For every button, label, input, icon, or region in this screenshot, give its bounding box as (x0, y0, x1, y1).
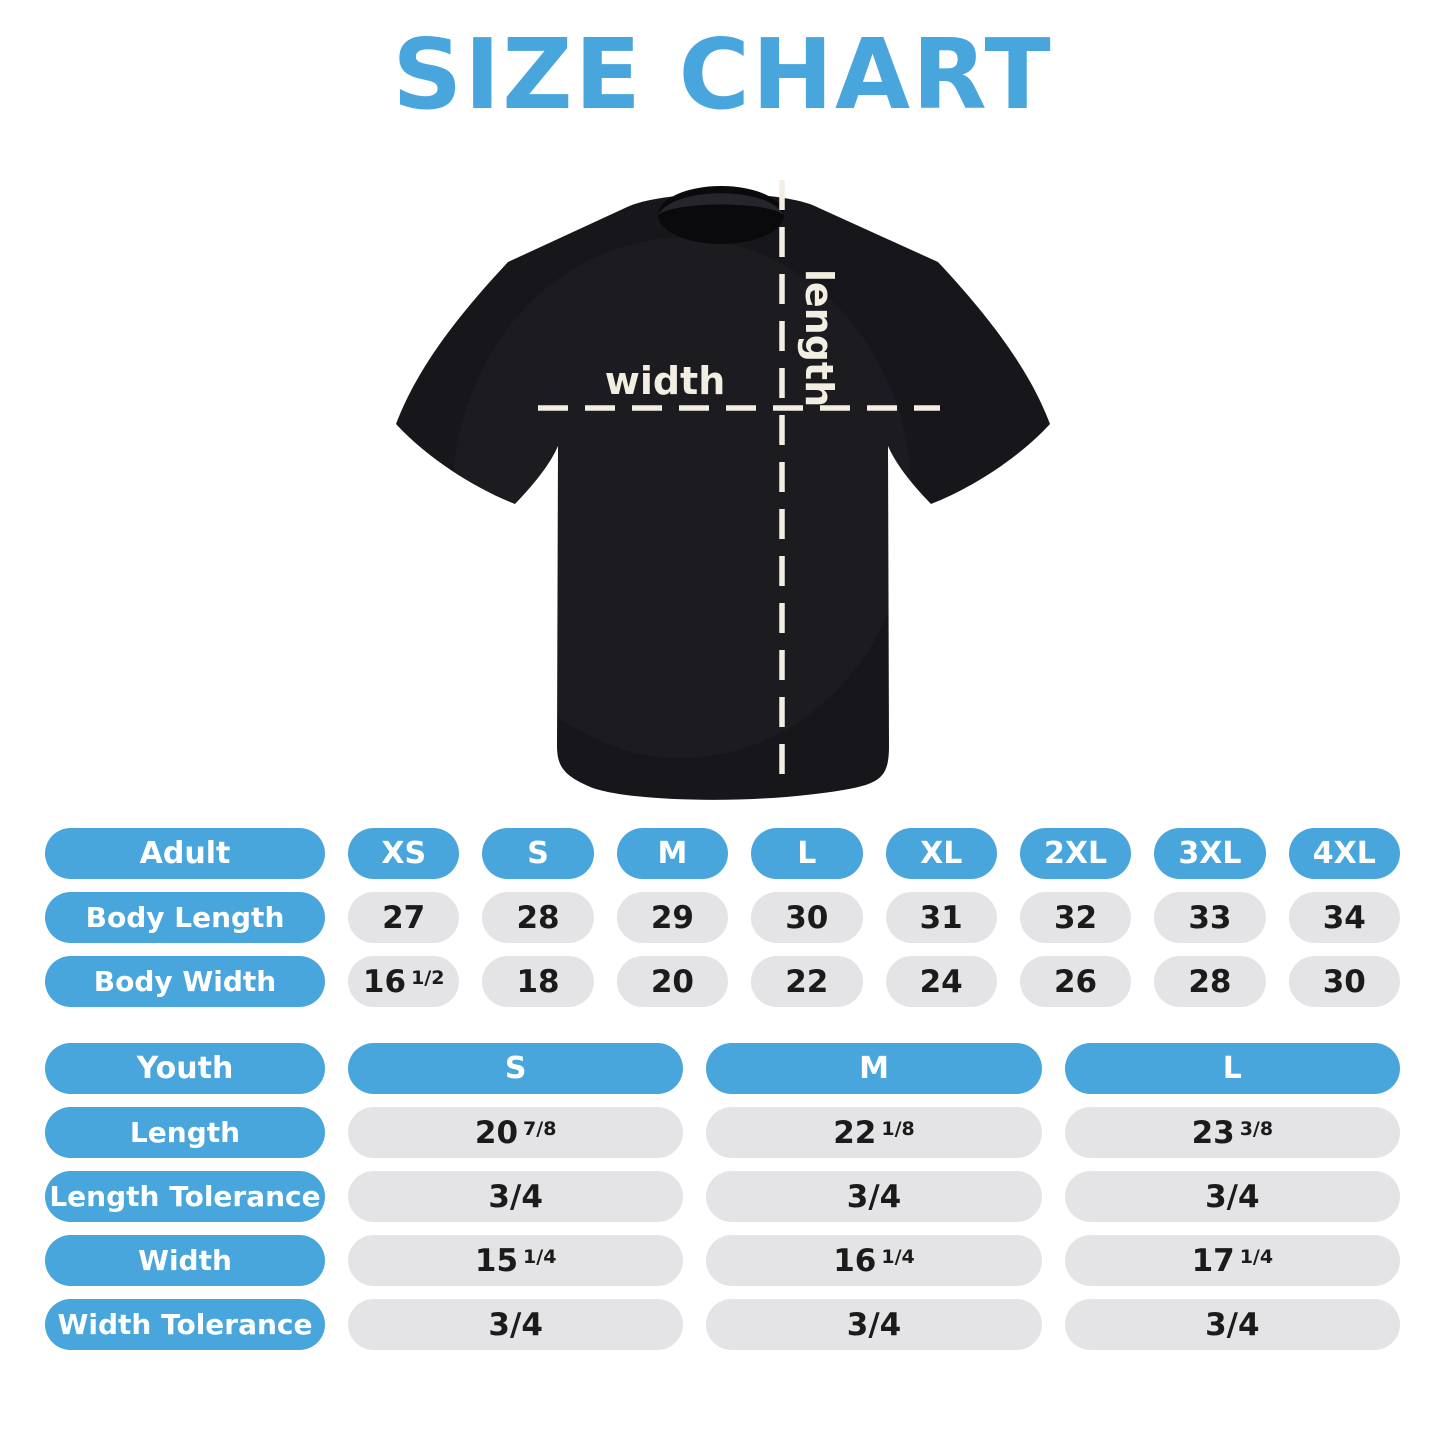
value-cell: 18 (482, 956, 594, 1007)
row-label: Body Width (45, 956, 325, 1007)
value-cell: 3/4 (1064, 1299, 1400, 1350)
size-header-cell: M (616, 828, 729, 879)
page-title: SIZE CHART (392, 18, 1053, 131)
value-cell: 32 (1019, 892, 1132, 943)
value-cell: 3/4 (706, 1171, 1042, 1222)
length-label: length (797, 269, 841, 407)
tshirt-diagram-svg: width length (396, 180, 1050, 800)
value-cell: 26 (1019, 956, 1132, 1007)
row-label: Length Tolerance (45, 1171, 325, 1222)
size-header-cell: XL (885, 828, 997, 879)
value-cell: 17 1/4 (1064, 1235, 1400, 1286)
value-cell: 34 (1288, 892, 1400, 943)
value-cell: 16 1/4 (706, 1235, 1042, 1286)
size-header-cell: 2XL (1019, 828, 1132, 879)
value-cell: 30 (751, 892, 863, 943)
value-cell: 22 (751, 956, 863, 1007)
tshirt-measurement-diagram: width length (382, 168, 1064, 818)
table-row: Width 15 1/4 16 1/4 17 1/4 (45, 1235, 1400, 1286)
value-cell: 15 1/4 (348, 1235, 684, 1286)
value-cell: 29 (616, 892, 729, 943)
value-cell: 3/4 (348, 1299, 684, 1350)
row-label: Length (45, 1107, 325, 1158)
size-header-cell: S (482, 828, 594, 879)
row-label: Width Tolerance (45, 1299, 325, 1350)
size-header-cell: 3XL (1154, 828, 1266, 879)
value-cell: 30 (1288, 956, 1400, 1007)
value-cell: 3/4 (348, 1171, 684, 1222)
row-label: Youth (45, 1043, 325, 1094)
value-cell: 33 (1154, 892, 1266, 943)
tshirt-body (396, 193, 1050, 800)
value-cell: 16 1/2 (348, 956, 460, 1007)
collar-rib (658, 193, 784, 215)
youth-size-table: Youth S M L Length 20 7/8 22 1/8 23 3/8 Length Tole… (45, 1043, 1400, 1350)
value-cell: 28 (482, 892, 594, 943)
row-label: Width (45, 1235, 325, 1286)
table-row: Width Tolerance 3/4 3/4 3/4 (45, 1299, 1400, 1350)
value-cell: 3/4 (1064, 1171, 1400, 1222)
table-row: Length 20 7/8 22 1/8 23 3/8 (45, 1107, 1400, 1158)
fabric-highlight (452, 238, 912, 758)
value-cell: 23 3/8 (1064, 1107, 1400, 1158)
adult-size-table: Adult XS S M L XL 2XL 3XL 4XL Body Length 27 28 29 30… (45, 828, 1400, 1007)
value-cell: 22 1/8 (706, 1107, 1042, 1158)
table-row: Length Tolerance 3/4 3/4 3/4 (45, 1171, 1400, 1222)
value-cell: 31 (885, 892, 997, 943)
row-label: Body Length (45, 892, 325, 943)
size-header-cell: M (706, 1043, 1042, 1094)
size-header-cell: 4XL (1288, 828, 1400, 879)
size-header-cell: XS (348, 828, 460, 879)
value-cell: 20 (616, 956, 729, 1007)
value-cell: 20 7/8 (348, 1107, 684, 1158)
table-row: Adult XS S M L XL 2XL 3XL 4XL (45, 828, 1400, 879)
table-row: Body Length 27 28 29 30 31 32 33 34 (45, 892, 1400, 943)
value-cell: 27 (348, 892, 460, 943)
size-header-cell: L (1064, 1043, 1400, 1094)
value-cell: 24 (885, 956, 997, 1007)
table-row: Body Width 16 1/2 18 20 22 24 26 28 30 (45, 956, 1400, 1007)
size-header-cell: S (348, 1043, 684, 1094)
width-label: width (605, 359, 726, 403)
value-cell: 3/4 (706, 1299, 1042, 1350)
row-label: Adult (45, 828, 325, 879)
size-header-cell: L (751, 828, 863, 879)
value-cell: 28 (1154, 956, 1266, 1007)
table-row: Youth S M L (45, 1043, 1400, 1094)
